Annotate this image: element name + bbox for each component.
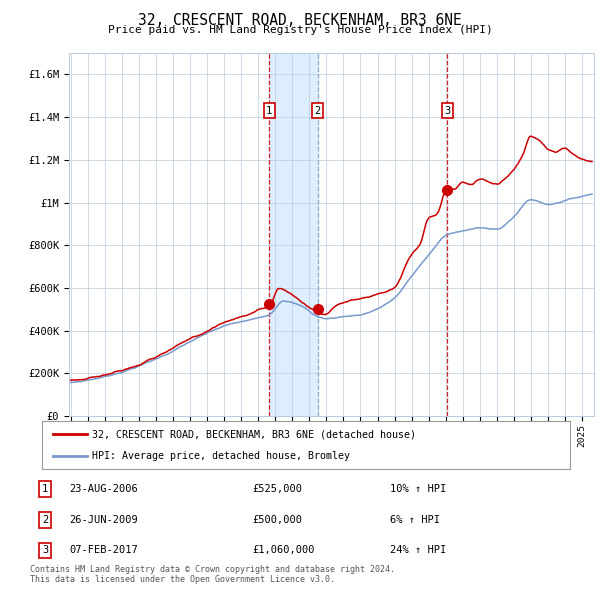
Text: £500,000: £500,000	[252, 515, 302, 525]
Text: 32, CRESCENT ROAD, BECKENHAM, BR3 6NE (detached house): 32, CRESCENT ROAD, BECKENHAM, BR3 6NE (d…	[92, 429, 416, 439]
Text: £1,060,000: £1,060,000	[252, 546, 314, 555]
Text: 3: 3	[444, 106, 451, 116]
Text: 07-FEB-2017: 07-FEB-2017	[69, 546, 138, 555]
Text: 2: 2	[314, 106, 321, 116]
Text: 23-AUG-2006: 23-AUG-2006	[69, 484, 138, 494]
Text: 32, CRESCENT ROAD, BECKENHAM, BR3 6NE: 32, CRESCENT ROAD, BECKENHAM, BR3 6NE	[138, 13, 462, 28]
Text: This data is licensed under the Open Government Licence v3.0.: This data is licensed under the Open Gov…	[30, 575, 335, 584]
Text: 24% ↑ HPI: 24% ↑ HPI	[390, 546, 446, 555]
Text: 1: 1	[42, 484, 48, 494]
Text: 26-JUN-2009: 26-JUN-2009	[69, 515, 138, 525]
Text: £525,000: £525,000	[252, 484, 302, 494]
Text: 1: 1	[266, 106, 272, 116]
Text: 10% ↑ HPI: 10% ↑ HPI	[390, 484, 446, 494]
Text: HPI: Average price, detached house, Bromley: HPI: Average price, detached house, Brom…	[92, 451, 350, 461]
Bar	[269, 53, 317, 416]
Text: 3: 3	[42, 546, 48, 555]
Text: 6% ↑ HPI: 6% ↑ HPI	[390, 515, 440, 525]
Text: Price paid vs. HM Land Registry's House Price Index (HPI): Price paid vs. HM Land Registry's House …	[107, 25, 493, 35]
Text: 2: 2	[42, 515, 48, 525]
Text: Contains HM Land Registry data © Crown copyright and database right 2024.: Contains HM Land Registry data © Crown c…	[30, 565, 395, 573]
